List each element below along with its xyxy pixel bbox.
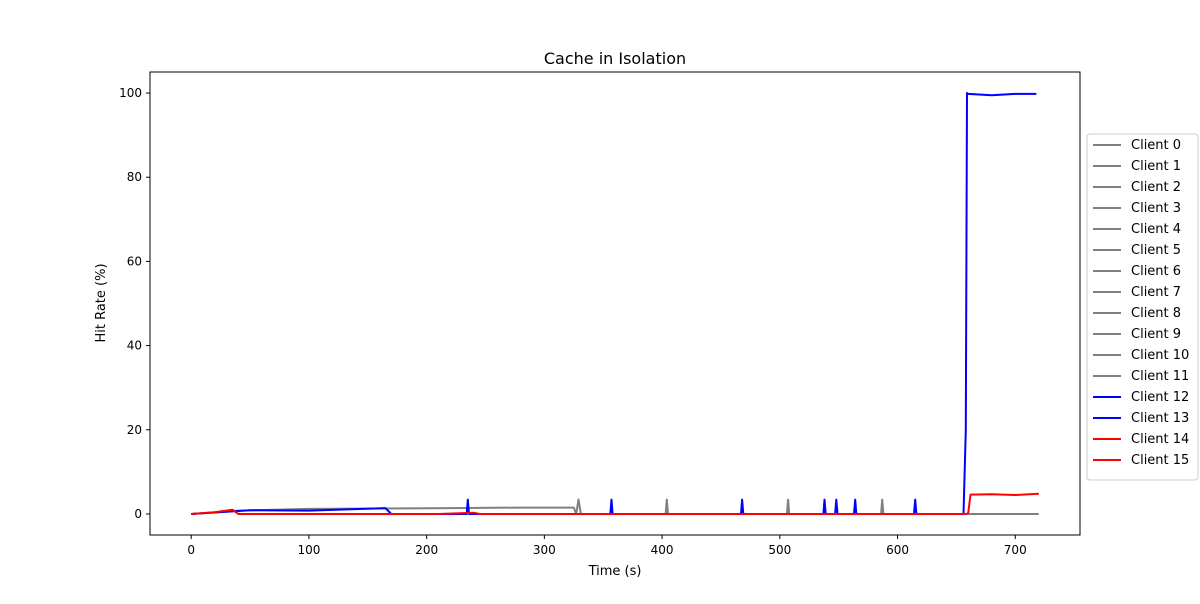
- series-line-client-0: [191, 498, 1039, 515]
- legend-label: Client 13: [1131, 411, 1189, 426]
- y-axis-ticks: 0 20 40 60 80 100: [119, 86, 150, 521]
- x-tick-label: 100: [297, 543, 320, 557]
- legend-label: Client 3: [1131, 201, 1181, 216]
- legend-box: [1086, 133, 1199, 481]
- x-axis-ticks: 0 100 200 300 400 500 600 700: [187, 535, 1027, 557]
- legend-label: Client 15: [1131, 453, 1189, 468]
- legend-label: Client 10: [1131, 348, 1189, 363]
- plot-area: [191, 92, 1039, 515]
- legend-label: Client 8: [1131, 306, 1181, 321]
- series-line-client-12: [191, 92, 1037, 515]
- x-tick-label: 600: [886, 543, 909, 557]
- y-axis-label: Hit Rate (%): [94, 263, 109, 342]
- x-tick-label: 400: [651, 543, 674, 557]
- x-tick-label: 0: [187, 543, 195, 557]
- series-line-client-14: [191, 492, 1039, 515]
- legend-label: Client 7: [1131, 285, 1181, 300]
- x-axis-label: Time (s): [588, 564, 642, 579]
- x-tick-label: 300: [533, 543, 556, 557]
- legend-label: Client 4: [1131, 222, 1181, 237]
- x-tick-label: 500: [768, 543, 791, 557]
- legend-label: Client 1: [1131, 159, 1181, 174]
- legend-label: Client 0: [1131, 138, 1181, 153]
- plot-frame: [149, 71, 1081, 536]
- y-tick-label: 60: [127, 254, 142, 268]
- legend-label: Client 11: [1131, 369, 1189, 384]
- chart-title: Cache in Isolation: [544, 49, 686, 68]
- legend-label: Client 12: [1131, 390, 1189, 405]
- y-tick-label: 40: [127, 339, 142, 353]
- legend-label: Client 5: [1131, 243, 1181, 258]
- legend: Client 0 Client 1 Client 2 Client 3 Client 4…: [1086, 133, 1199, 481]
- legend-label: Client 2: [1131, 180, 1181, 195]
- legend-label: Client 9: [1131, 327, 1181, 342]
- legend-label: Client 6: [1131, 264, 1181, 279]
- y-tick-label: 0: [134, 507, 142, 521]
- y-tick-label: 100: [119, 86, 142, 100]
- y-tick-label: 80: [127, 170, 142, 184]
- x-tick-label: 700: [1004, 543, 1027, 557]
- y-tick-label: 20: [127, 423, 142, 437]
- legend-label: Client 14: [1131, 432, 1189, 447]
- x-tick-label: 200: [415, 543, 438, 557]
